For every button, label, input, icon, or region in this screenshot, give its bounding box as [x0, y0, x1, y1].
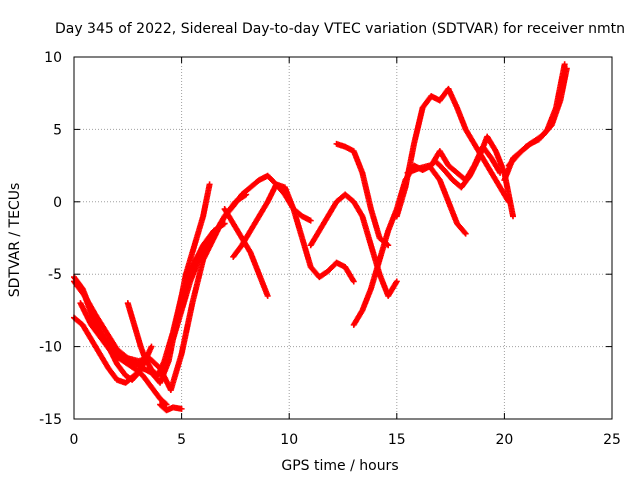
y-tick-label: -15 — [39, 412, 62, 428]
series-arc-9 — [230, 181, 357, 285]
data-point — [178, 405, 185, 412]
data-point — [393, 278, 400, 285]
series-arc-10 — [221, 206, 271, 299]
y-tick-label: 0 — [53, 195, 62, 211]
data-point — [462, 230, 469, 237]
data-point — [350, 278, 357, 285]
series-arc-5 — [77, 300, 170, 408]
y-axis-label: SDTVAR / TECUs — [7, 183, 23, 298]
axis-ticks: 0 5 10 15 20 25 -15 -10 -5 0 5 10 — [39, 50, 621, 448]
data-point — [510, 213, 517, 220]
x-tick-label: 5 — [177, 432, 186, 448]
y-tick-label: -10 — [39, 340, 62, 356]
series-arc-12 — [333, 140, 392, 249]
data-point — [206, 181, 213, 188]
y-tick-label: 5 — [53, 122, 62, 138]
chart-title: Day 345 of 2022, Sidereal Day-to-day VTE… — [55, 21, 625, 37]
x-tick-label: 20 — [495, 432, 513, 448]
x-tick-label: 10 — [280, 432, 298, 448]
series-arc-13 — [350, 143, 504, 328]
data-point — [561, 61, 568, 68]
y-tick-label: -5 — [48, 267, 62, 283]
data-point — [461, 229, 468, 236]
data-point — [563, 65, 570, 72]
x-tick-label: 25 — [603, 432, 621, 448]
plot-frame — [73, 56, 613, 420]
data-point — [307, 217, 314, 224]
x-tick-label: 15 — [388, 432, 406, 448]
data-point — [163, 401, 170, 408]
x-axis-label: GPS time / hours — [281, 458, 398, 474]
data-point — [264, 292, 271, 299]
gridlines — [74, 57, 612, 419]
series-arc-15 — [404, 162, 469, 237]
series-arc-7 — [157, 401, 185, 414]
series-arc-18 — [505, 65, 570, 169]
y-tick-label: 10 — [44, 50, 62, 66]
data-point — [148, 343, 155, 350]
data-points — [71, 61, 570, 414]
x-tick-label: 0 — [70, 432, 79, 448]
data-point — [162, 400, 169, 407]
